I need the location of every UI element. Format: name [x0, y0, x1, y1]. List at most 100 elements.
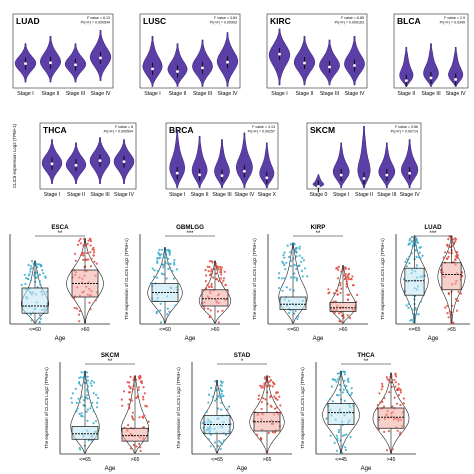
violin-shape	[401, 139, 419, 188]
data-point	[208, 260, 212, 263]
data-point	[160, 272, 163, 275]
data-point	[383, 430, 386, 433]
violin-median-dot	[176, 70, 179, 73]
x-tick-label: <=60	[287, 327, 299, 333]
x-tick-label: Stage III	[320, 91, 339, 97]
data-point	[168, 253, 171, 256]
data-point	[385, 449, 389, 452]
data-point	[346, 298, 349, 301]
data-point	[294, 309, 297, 313]
data-point	[142, 416, 145, 419]
data-point	[70, 397, 73, 400]
data-point	[86, 242, 89, 245]
data-point	[336, 437, 339, 440]
data-point	[169, 262, 172, 266]
data-point	[396, 429, 399, 432]
violin-outline	[70, 370, 100, 454]
data-point	[411, 308, 414, 311]
data-point	[84, 244, 87, 247]
data-point	[350, 387, 353, 390]
data-point	[293, 276, 296, 279]
data-point	[417, 256, 420, 259]
data-point	[37, 274, 40, 277]
violin-median-dot	[303, 61, 306, 65]
p-value-label: Pr(>F) = 0.00257	[248, 130, 275, 134]
x-axis-label: Age	[361, 466, 372, 472]
y-axis-label: The expression of CLIC5 Log2 (TPM+1)	[300, 367, 305, 449]
panel-title: KIRC	[270, 16, 291, 26]
violin-median-dot	[408, 171, 411, 175]
data-point	[288, 311, 291, 314]
data-point	[334, 300, 337, 303]
data-point	[418, 251, 421, 254]
data-point	[344, 448, 347, 451]
data-point	[144, 404, 147, 407]
data-point	[162, 256, 165, 259]
x-tick-label: >65	[263, 457, 272, 463]
data-point	[95, 262, 98, 265]
data-point	[24, 276, 28, 280]
data-point	[23, 273, 26, 276]
data-point	[340, 314, 344, 317]
data-point	[298, 247, 301, 250]
data-point	[341, 451, 344, 454]
data-point	[158, 254, 161, 257]
data-point	[283, 277, 286, 280]
violin-outline	[147, 247, 183, 324]
data-point	[335, 380, 338, 383]
data-point	[264, 377, 267, 380]
violin-shape	[167, 43, 188, 87]
x-axis-label: Age	[237, 466, 248, 472]
data-point	[349, 393, 352, 397]
data-point	[260, 400, 263, 404]
data-point	[278, 395, 281, 398]
violin-median-dot	[353, 64, 356, 67]
data-point	[139, 449, 142, 453]
data-point	[278, 272, 281, 275]
panel-title: THCA	[357, 352, 375, 359]
data-point	[159, 321, 162, 324]
data-point	[82, 399, 86, 402]
data-point	[274, 397, 277, 400]
data-point	[210, 268, 213, 271]
data-point	[87, 239, 90, 242]
data-point	[219, 448, 222, 451]
box-rect	[377, 407, 405, 429]
panel-frame	[266, 13, 368, 89]
data-point	[217, 321, 220, 324]
data-point	[80, 414, 83, 417]
data-point	[121, 404, 124, 407]
box-rect	[71, 426, 99, 440]
violin-median-dot	[220, 174, 224, 178]
violin-outline	[372, 372, 410, 454]
data-point	[381, 385, 384, 388]
data-point	[456, 299, 459, 302]
data-point	[219, 396, 222, 399]
data-point	[204, 269, 207, 272]
data-point	[347, 267, 350, 271]
data-point	[138, 442, 141, 445]
data-point	[126, 381, 129, 384]
x-tick-label: Stage I	[271, 91, 287, 97]
data-point	[74, 259, 77, 262]
data-point	[285, 286, 288, 289]
data-point	[395, 402, 399, 405]
data-point	[444, 251, 447, 254]
data-point	[378, 392, 381, 395]
data-point	[347, 380, 350, 383]
data-point	[395, 389, 399, 392]
violin-median-dot	[265, 176, 269, 180]
panel-title: THCA	[43, 125, 67, 135]
violin-outline	[199, 380, 235, 454]
data-point	[127, 403, 130, 406]
data-point	[332, 378, 335, 381]
data-point	[216, 310, 219, 313]
x-tick-label: Stage II	[296, 91, 314, 97]
data-point	[209, 445, 212, 448]
data-point	[255, 433, 259, 436]
data-point	[29, 270, 32, 273]
data-point	[257, 394, 260, 397]
data-point	[338, 372, 341, 375]
data-point	[166, 249, 169, 252]
